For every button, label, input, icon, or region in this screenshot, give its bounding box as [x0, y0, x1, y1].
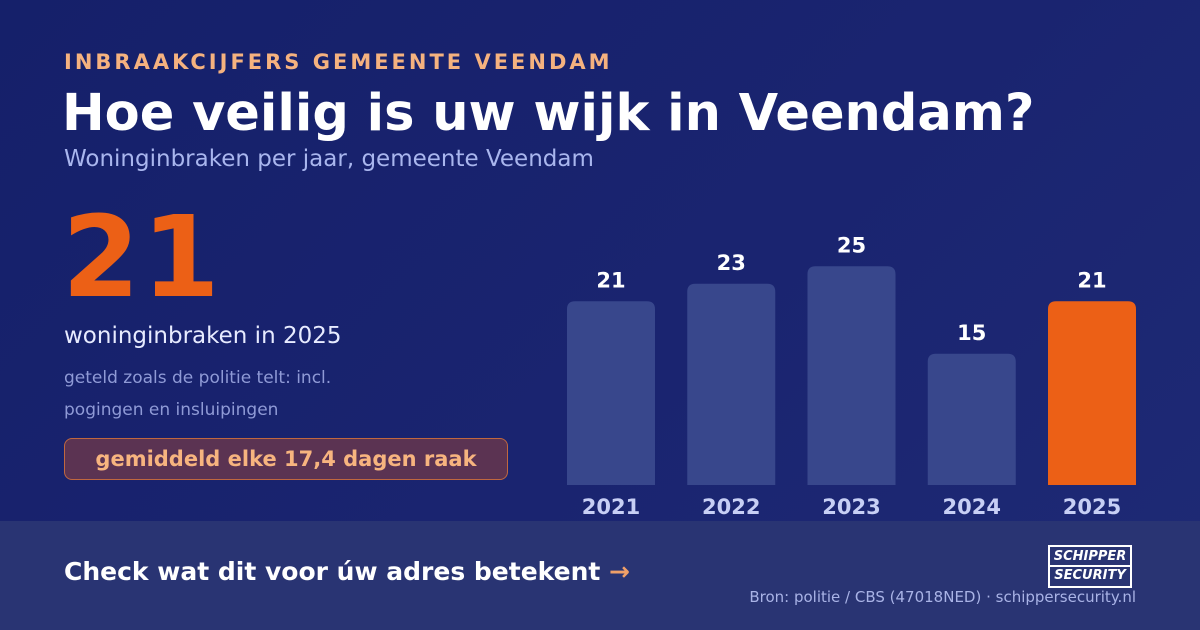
category-label: 2025 [1063, 495, 1121, 519]
highlight-caption: woninginbraken in 2025 [64, 323, 342, 349]
bar-value-label: 15 [957, 321, 986, 345]
bar-value-label: 21 [1077, 268, 1106, 292]
bar-value-label: 21 [596, 268, 625, 292]
bar-2024 [927, 353, 1016, 485]
brand-logo: SCHIPPER SECURITY [1048, 545, 1132, 588]
bar-chart: 21 2021 23 2022 25 2023 15 2024 21 2025 [567, 233, 1136, 519]
category-label: 2022 [702, 495, 760, 519]
frequency-badge: gemiddeld elke 17,4 dagen raak [64, 438, 508, 480]
bar-value-label: 23 [717, 251, 746, 275]
eyebrow-label: INBRAAKCIJFERS GEMEENTE VEENDAM [64, 50, 613, 74]
logo-divider [1050, 565, 1130, 567]
bar-2022 [687, 283, 776, 485]
highlight-note: geteld zoals de politie telt: incl. pogi… [64, 368, 332, 420]
category-label: 2024 [943, 495, 1001, 519]
logo-text-bottom: SECURITY [1054, 568, 1126, 583]
bar-2023 [807, 266, 896, 485]
highlight-value: 21 [62, 193, 222, 323]
logo-text-top: SCHIPPER [1053, 549, 1127, 564]
page-title: Hoe veilig is uw wijk in Veendam? [62, 84, 1035, 143]
bar-value-label: 25 [837, 233, 866, 257]
cta-link[interactable]: Check wat dit voor úw adres betekent → [64, 557, 630, 586]
bar-2021 [567, 301, 655, 485]
arrow-right-icon: → [609, 557, 630, 586]
category-label: 2023 [822, 495, 880, 519]
category-label: 2021 [582, 495, 640, 519]
footer-bar [0, 521, 1200, 630]
source-note: Bron: politie / CBS (47018NED) · schippe… [749, 588, 1136, 606]
bar-2025 [1048, 301, 1136, 485]
page-subtitle: Woninginbraken per jaar, gemeente Veenda… [64, 146, 594, 172]
cta-text: Check wat dit voor úw adres betekent [64, 557, 601, 586]
